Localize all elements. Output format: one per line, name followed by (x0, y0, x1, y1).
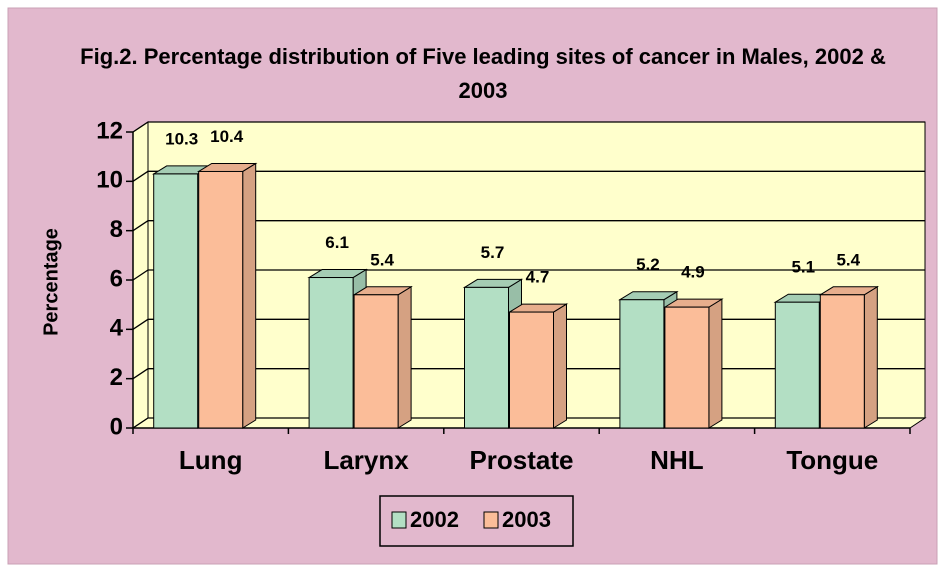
bar-side (863, 285, 878, 429)
legend-box (379, 495, 574, 547)
value-label: 5.1 (791, 258, 815, 277)
value-label: 5.2 (636, 255, 660, 274)
legend-swatch (483, 511, 499, 529)
value-label: 10.3 (165, 129, 198, 148)
y-tick-label: 6 (110, 265, 123, 292)
bar-front (353, 294, 399, 429)
legend-label: 2003 (502, 507, 551, 532)
y-tick-label: 4 (110, 315, 124, 342)
bar-front (774, 301, 820, 429)
legend-label: 2002 (410, 507, 459, 532)
bar-side (397, 285, 412, 429)
bar-front (619, 299, 665, 429)
x-tick-label: Larynx (323, 445, 409, 475)
value-label: 6.1 (325, 233, 349, 252)
bar-front (819, 294, 865, 429)
grid-line (132, 121, 925, 133)
legend-swatch (391, 511, 407, 529)
grid-line (132, 269, 925, 281)
y-axis-label: Percentage (40, 228, 62, 336)
bar-side (242, 162, 257, 429)
grid-line (132, 170, 925, 182)
value-label: 5.4 (836, 250, 860, 269)
grid-line (132, 220, 925, 232)
value-label: 10.4 (210, 127, 244, 146)
bar-side (708, 298, 723, 429)
bar (663, 298, 724, 429)
bar (818, 285, 880, 429)
value-label: 5.4 (370, 250, 394, 269)
value-label: 5.7 (481, 243, 505, 262)
x-tick-label: NHL (650, 445, 704, 475)
y-tick-label: 2 (110, 364, 123, 391)
bar-front (153, 173, 199, 429)
bar-side (553, 303, 567, 429)
chart-title: Fig.2. Percentage distribution of Five l… (80, 44, 886, 103)
bar (352, 285, 413, 429)
bar-front (464, 286, 509, 429)
y-tick-label: 12 (96, 117, 123, 144)
value-label: 4.7 (526, 268, 550, 287)
bar-front (509, 311, 554, 429)
x-tick-label: Lung (179, 445, 243, 475)
bar-front (198, 170, 244, 429)
x-tick-label: Tongue (786, 445, 878, 475)
value-label: 4.9 (681, 263, 705, 282)
bar (507, 303, 569, 429)
bar-front (308, 277, 354, 429)
y-tick-label: 8 (110, 216, 123, 243)
bar-front (664, 306, 710, 429)
bar (196, 162, 258, 429)
y-tick-label: 10 (96, 167, 123, 194)
y-tick-label: 0 (110, 413, 123, 440)
x-tick-label: Prostate (469, 445, 573, 475)
